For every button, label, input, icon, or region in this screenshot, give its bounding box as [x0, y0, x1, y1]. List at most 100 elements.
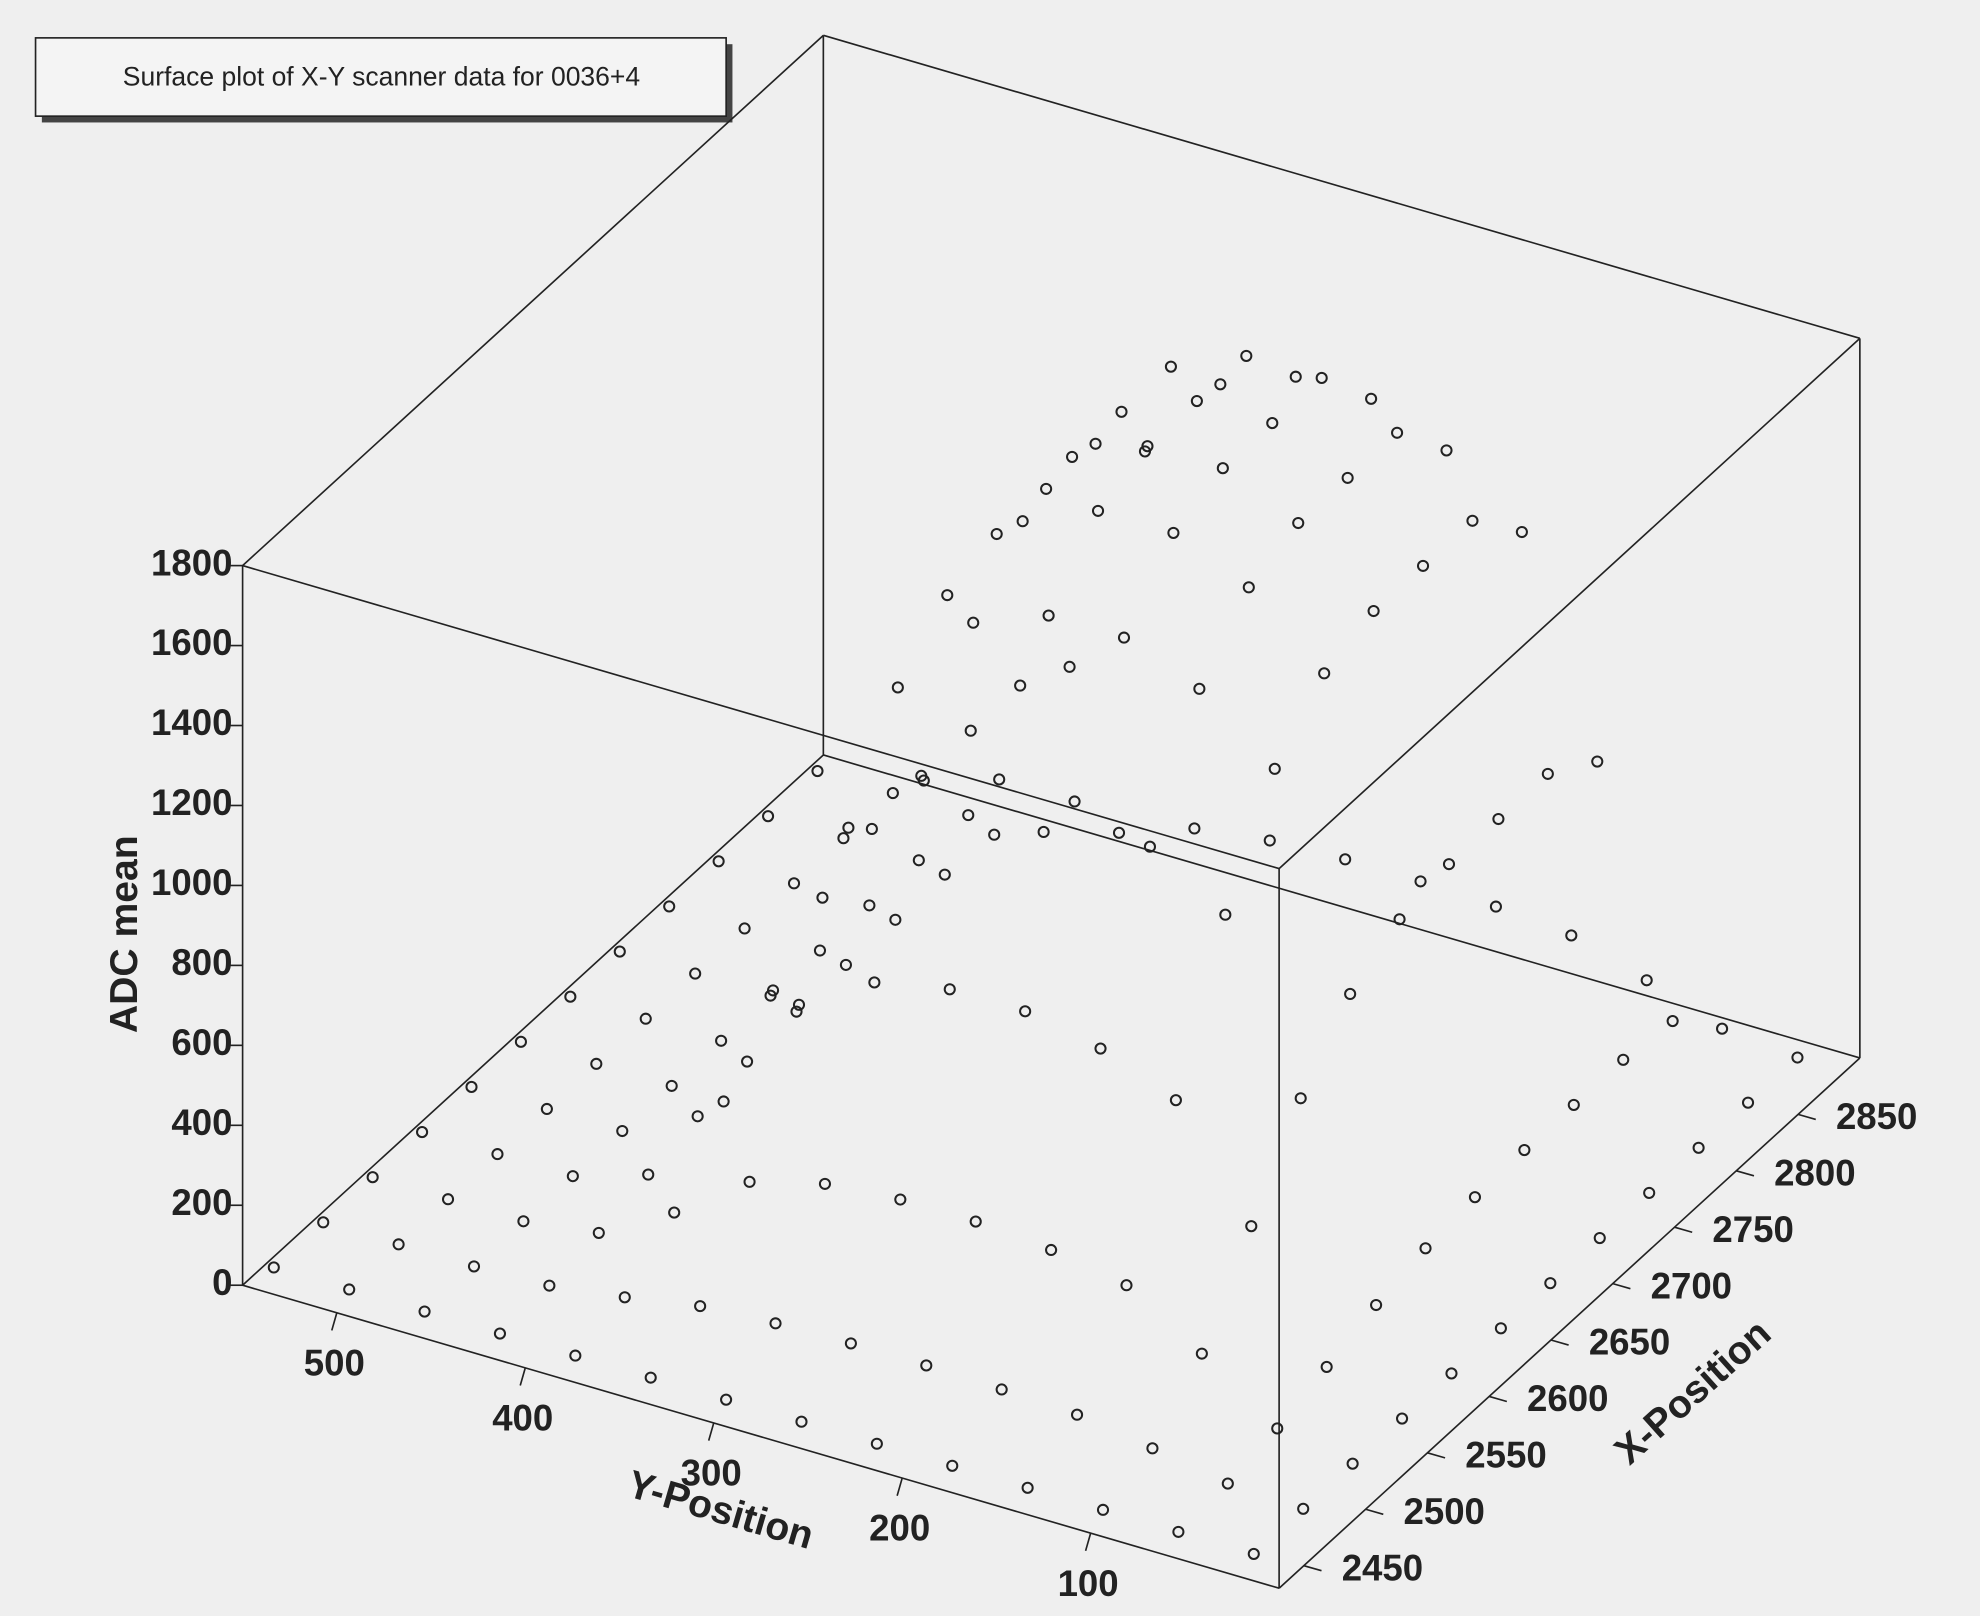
box-edge: [242, 754, 824, 1286]
data-point: [1593, 1231, 1606, 1245]
data-point: [865, 822, 878, 836]
data-point: [1240, 349, 1253, 362]
data-point: [493, 1327, 507, 1340]
data-point: [1263, 834, 1276, 847]
data-point: [1188, 822, 1201, 835]
y-tick: [896, 1477, 903, 1496]
data-point: [715, 1034, 728, 1047]
box-edge: [823, 754, 1861, 1059]
data-point: [1591, 755, 1604, 768]
data-point: [1416, 559, 1430, 572]
data-point: [1120, 1279, 1133, 1292]
data-point: [1468, 1191, 1482, 1204]
data-point: [663, 900, 676, 913]
data-point: [995, 1383, 1008, 1396]
data-point: [592, 1226, 605, 1239]
data-point: [842, 821, 855, 834]
data-point: [267, 1261, 280, 1274]
z-tick-label: 400: [171, 1102, 232, 1143]
data-point: [1294, 1092, 1307, 1105]
data-point: [639, 1012, 652, 1025]
data-point: [1045, 1243, 1058, 1257]
data-point: [418, 1305, 431, 1318]
data-point: [1214, 378, 1227, 391]
data-point: [1089, 437, 1102, 450]
data-point: [720, 1393, 733, 1406]
y-tick-label: 200: [869, 1508, 930, 1549]
data-point: [1344, 987, 1357, 1001]
data-point: [839, 958, 852, 971]
z-tick-label: 800: [171, 942, 232, 983]
data-point: [1063, 660, 1076, 673]
data-point: [1219, 908, 1232, 921]
data-point: [1070, 1408, 1084, 1421]
box-edge: [242, 1284, 1280, 1590]
data-point: [618, 1291, 631, 1304]
data-point: [1339, 853, 1352, 866]
data-point: [868, 976, 881, 989]
data-point: [1096, 1503, 1110, 1516]
data-point: [366, 1171, 379, 1184]
data-point: [1289, 370, 1302, 383]
data-point: [712, 855, 725, 868]
data-point: [694, 1300, 707, 1313]
data-point: [738, 922, 751, 935]
data-point: [717, 1095, 730, 1108]
data-point: [1245, 1220, 1258, 1233]
data-point: [743, 1175, 756, 1188]
z-tick-label: 1200: [151, 782, 232, 823]
data-point: [569, 1349, 582, 1362]
data-point: [1112, 826, 1126, 839]
data-point: [1440, 444, 1453, 457]
data-point: [1518, 1143, 1531, 1157]
data-point: [811, 764, 824, 778]
data-point: [1565, 929, 1578, 942]
data-point: [1068, 795, 1081, 808]
data-point: [644, 1371, 657, 1384]
data-point: [1292, 516, 1305, 530]
z-tick-label: 1000: [151, 862, 232, 903]
y-tick-label: 300: [681, 1453, 742, 1494]
chart-title: Surface plot of X-Y scanner data for 003…: [123, 61, 640, 91]
data-point: [1193, 682, 1206, 695]
data-point: [1266, 417, 1279, 430]
data-point: [993, 773, 1006, 786]
z-tick-label: 0: [212, 1262, 232, 1303]
data-point: [761, 810, 775, 823]
data-point: [1370, 1298, 1383, 1312]
data-point: [1617, 1053, 1630, 1066]
x-tick-label: 2550: [1465, 1435, 1546, 1476]
data-point: [590, 1057, 603, 1070]
data-point: [863, 899, 876, 912]
data-point: [967, 616, 980, 629]
y-tick: [1084, 1532, 1092, 1552]
data-point: [1489, 900, 1502, 913]
data-point: [943, 983, 956, 996]
data-point: [1247, 1547, 1260, 1560]
y-tick-label: 100: [1058, 1563, 1119, 1604]
data-point: [969, 1215, 982, 1228]
data-point: [1515, 525, 1528, 539]
data-point: [1164, 360, 1177, 373]
data-point: [1466, 514, 1479, 527]
data-point: [1419, 1242, 1432, 1255]
data-point: [543, 1279, 556, 1292]
data-point: [792, 998, 806, 1011]
z-tick-label: 200: [171, 1182, 232, 1223]
data-point: [1021, 1481, 1034, 1494]
x-tick-label: 2600: [1527, 1378, 1608, 1419]
data-point: [787, 877, 801, 890]
data-point: [566, 1170, 579, 1183]
data-point: [1492, 812, 1505, 826]
data-point: [917, 774, 930, 787]
x-tick: [1365, 1508, 1384, 1516]
data-point: [870, 1437, 883, 1450]
data-point: [642, 1168, 655, 1181]
data-point: [1391, 426, 1404, 439]
y-tick-label: 400: [492, 1398, 553, 1439]
data-point: [1019, 1005, 1032, 1018]
data-point: [1143, 840, 1157, 853]
data-point: [441, 1193, 455, 1206]
